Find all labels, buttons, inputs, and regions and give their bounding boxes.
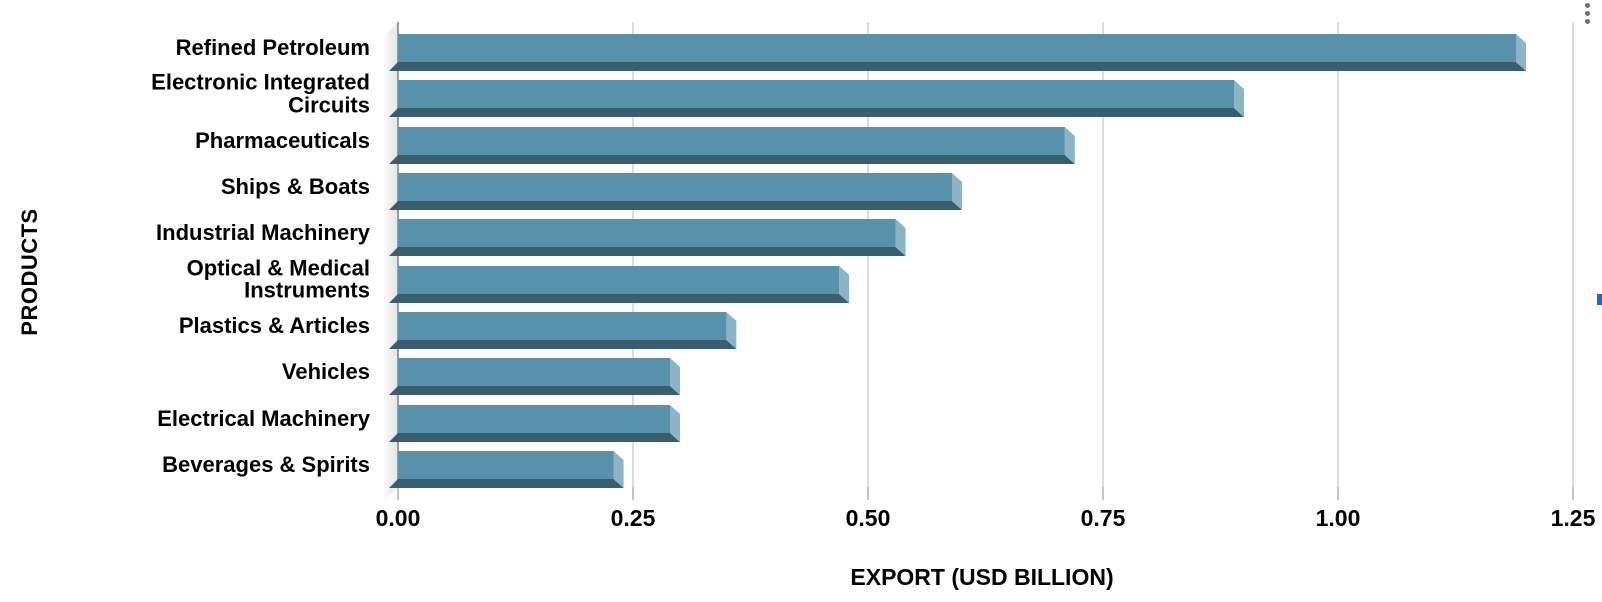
category-label: Refined Petroleum [175,34,370,60]
bar-bottom-bevel [389,478,624,488]
x-axis-tick-label: 0.00 [375,505,421,531]
bar-face [398,404,670,433]
y-axis-title: PRODUCTS [17,208,42,336]
x-axis-tick-label: 0.75 [1080,505,1126,531]
bar-ships-boats[interactable] [389,172,962,210]
x-axis-tick [632,487,634,500]
kebab-dot [1585,3,1590,8]
clipped-blue-element [1597,294,1602,305]
chart-menu-icon[interactable] [1584,2,1591,25]
gridline [1337,22,1339,487]
bar-right-bevel [839,265,850,303]
category-label: Optical & Medical Instruments [186,255,370,303]
bar-right-bevel [670,404,680,442]
x-axis-tick-label: 0.25 [610,505,656,531]
bar-electronic-integrated-circuits[interactable] [389,80,1244,118]
bar-optical-medical-instruments[interactable] [389,265,850,303]
x-axis-tick [1337,487,1339,500]
category-label: Pharmaceuticals [195,127,370,153]
kebab-dot [1585,11,1590,16]
bar-bottom-bevel [389,154,1075,164]
bar-bottom-bevel [389,200,962,210]
y-axis-wall [384,22,398,501]
category-label: Ships & Boats [220,173,370,199]
bar-face [398,358,670,387]
bar-beverages-spirits[interactable] [389,450,624,488]
bar-right-bevel [895,219,906,257]
bar-bottom-bevel [389,339,737,349]
bar-right-bevel [952,172,962,210]
category-label: Electrical Machinery [157,405,370,431]
category-label: Vehicles [281,359,370,385]
category-label: Plastics & Articles [178,312,370,338]
bar-right-bevel [613,450,624,488]
category-label: Beverages & Spirits [162,451,370,477]
x-axis-tick [1102,487,1104,500]
bar-bottom-bevel [389,247,906,257]
bar-bottom-bevel [389,386,680,396]
bar-face [398,80,1234,109]
x-axis-tick [867,487,869,500]
bar-pharmaceuticals[interactable] [389,126,1075,164]
bar-right-bevel [670,358,680,396]
x-axis-tick [1572,487,1574,500]
bar-bottom-bevel [389,293,850,303]
gridline [1102,22,1104,487]
x-axis-tick-label: 1.00 [1315,505,1361,531]
bar-bottom-bevel [389,108,1244,118]
x-axis-tick-label: 0.50 [845,505,891,531]
bar-right-bevel [1234,80,1244,118]
bar-industrial-machinery[interactable] [389,219,906,257]
x-axis-tick-label: 1.25 [1550,505,1596,531]
bar-bottom-bevel [389,432,680,442]
category-label: Industrial Machinery [156,220,370,246]
bar-face [397,126,1065,155]
x-axis-title: EXPORT (USD BILLION) [850,564,1114,590]
category-label: Electronic Integrated Circuits [151,69,370,118]
bar-right-bevel [1064,126,1075,164]
bar-face [398,34,1516,62]
bar-face [397,265,840,294]
bar-right-bevel [1516,34,1526,71]
x-axis-tick [397,487,399,500]
bar-electrical-machinery[interactable] [389,404,680,442]
kebab-dot [1585,19,1590,24]
gridline [1572,22,1574,487]
bar-vehicles[interactable] [389,358,680,396]
bar-face [398,172,952,201]
bar-refined-petroleum[interactable] [389,34,1526,71]
bar-face [397,450,614,479]
bar-right-bevel [726,311,737,349]
bar-face [397,219,896,248]
bar-plastics-articles[interactable] [389,311,737,349]
bar-face [397,311,727,340]
bar-bottom-bevel [389,62,1526,71]
